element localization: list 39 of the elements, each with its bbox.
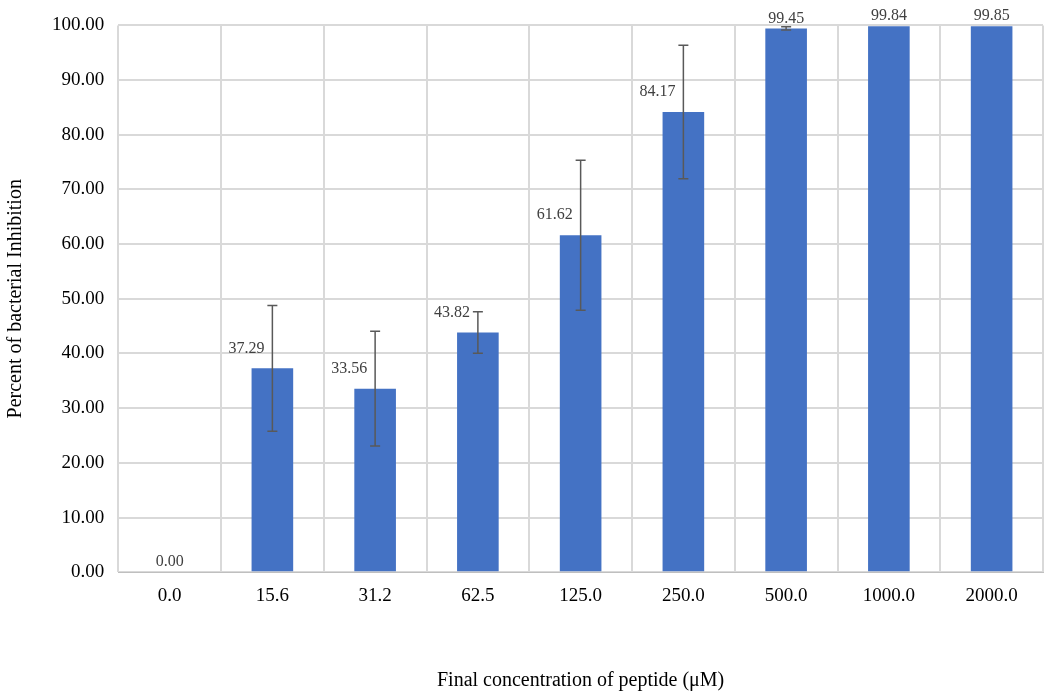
- bar: [251, 368, 294, 572]
- x-tick-label: 0.0: [157, 583, 182, 605]
- y-tick-label: 20.00: [61, 450, 105, 472]
- x-tick-label: 2000.0: [965, 583, 1018, 605]
- y-tick-label: 60.00: [61, 232, 105, 254]
- x-tick-label: 62.5: [461, 583, 495, 605]
- y-tick-label: 80.00: [61, 122, 105, 144]
- x-axis-title: Final concentration of peptide (μM): [436, 668, 725, 692]
- data-label: 43.82: [433, 302, 470, 320]
- data-label: 61.62: [536, 205, 573, 223]
- x-tick-label: 31.2: [358, 583, 392, 605]
- bar: [868, 26, 910, 572]
- x-tick-label: 250.0: [662, 583, 705, 605]
- y-tick-label: 100.00: [52, 13, 105, 35]
- y-tick-label: 70.00: [61, 177, 105, 199]
- bar: [354, 388, 396, 572]
- y-tick-label: 0.00: [71, 560, 105, 582]
- x-tick-label: 15.6: [255, 583, 289, 605]
- data-label: 0.00: [155, 552, 184, 570]
- data-label: 99.45: [768, 8, 805, 26]
- data-label: 99.85: [973, 6, 1010, 24]
- data-label: 33.56: [331, 358, 368, 376]
- x-tick-label: 125.0: [559, 583, 602, 605]
- y-tick-label: 10.00: [61, 505, 105, 527]
- data-label: 37.29: [228, 338, 265, 356]
- bar: [970, 26, 1013, 572]
- bar: [765, 28, 807, 572]
- bar: [559, 235, 602, 572]
- y-tick-label: 40.00: [61, 341, 105, 363]
- data-label: 84.17: [639, 82, 676, 100]
- bar: [457, 332, 499, 572]
- data-label: 99.84: [870, 6, 907, 24]
- x-tick-label: 500.0: [764, 583, 808, 605]
- y-tick-label: 50.00: [61, 286, 105, 308]
- x-tick-label: 1000.0: [862, 583, 915, 605]
- y-tick-label: 30.00: [61, 396, 105, 418]
- bar: [662, 111, 705, 572]
- y-axis-title: Percent of bacterial Inhibition: [3, 179, 26, 419]
- y-tick-label: 90.00: [61, 68, 105, 90]
